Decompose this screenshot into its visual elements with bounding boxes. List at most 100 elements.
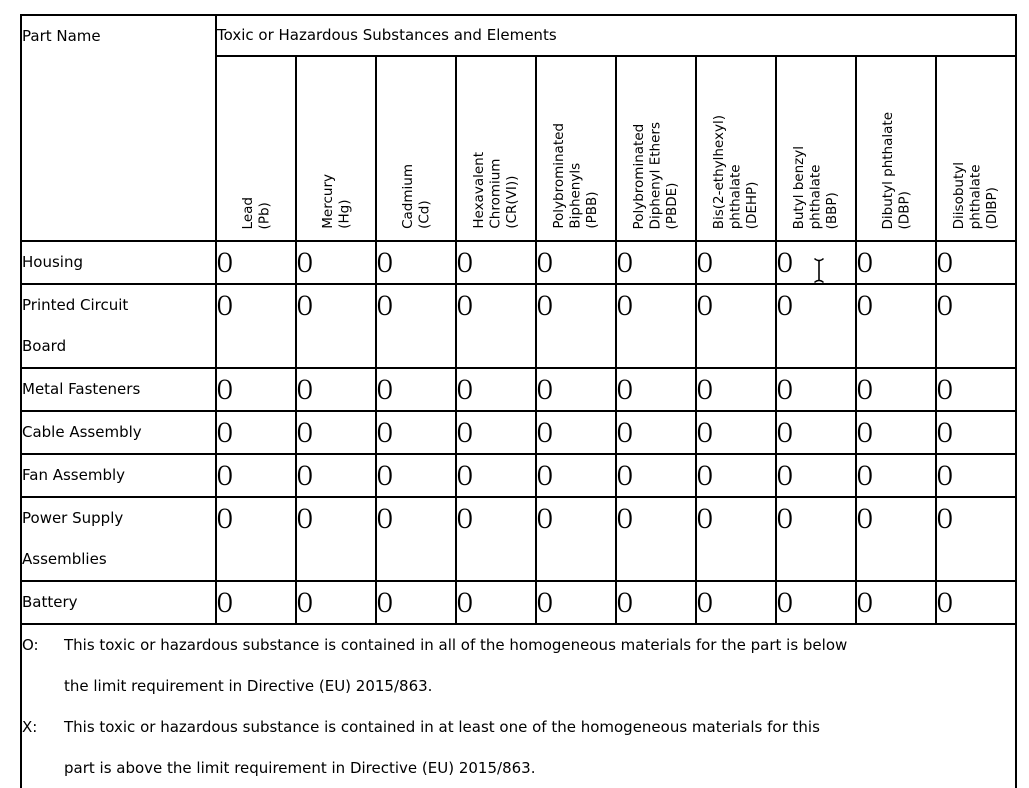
substance-value-cell: O xyxy=(935,453,1017,498)
substance-value-cell: O xyxy=(855,283,937,369)
substance-value-cell: O xyxy=(695,580,777,625)
part-name-cell: Metal Fasteners xyxy=(20,367,217,412)
table-row-battery: Battery O O O O O O O O O O xyxy=(20,580,1017,625)
substance-value-cell: O xyxy=(935,410,1017,455)
substance-value-cell: O xyxy=(535,453,617,498)
substance-value-cell: O xyxy=(295,367,377,412)
header-row-substances: Lead (Pb) Mercury (Hg) Cadmium (Cd) Hexa… xyxy=(21,55,1017,242)
substance-value-cell: O xyxy=(455,410,537,455)
substance-value-cell: O xyxy=(535,580,617,625)
substance-value-cell: O xyxy=(855,453,937,498)
column-header-cadmium: Cadmium (Cd) xyxy=(375,55,457,242)
table-row-power-supply-assemblies: Power Supply Assemblies O O O O O O O O … xyxy=(20,496,1017,582)
substance-value-cell: O xyxy=(455,453,537,498)
column-header-dbp: Dibutyl phthalate (DBP) xyxy=(855,55,937,242)
substance-value-cell: O xyxy=(455,367,537,412)
substance-value-cell: O xyxy=(855,410,937,455)
substance-value-cell: O xyxy=(215,240,297,285)
table-row-housing: Housing O O O O O O O O O O xyxy=(20,240,1017,285)
substance-value-cell: O xyxy=(935,240,1017,285)
hazardous-substances-table: Part Name Toxic or Hazardous Substances … xyxy=(20,14,1017,788)
part-name-cell: Housing xyxy=(20,240,217,285)
column-header-hexavalent-chromium: Hexavalent Chromium (CR(VI)) xyxy=(455,55,537,242)
substance-value-cell: O xyxy=(695,410,777,455)
substance-value-cell: O xyxy=(775,410,857,455)
substance-value-cell: O xyxy=(775,283,857,369)
substance-value-cell: O xyxy=(615,580,697,625)
substance-value-cell: O xyxy=(455,283,537,369)
legend-note-x: X: This toxic or hazardous substance is … xyxy=(22,707,1014,788)
column-header-dehp: Bis(2-ethylhexyl) phthalate (DEHP) xyxy=(695,55,777,242)
table-row-cable-assembly: Cable Assembly O O O O O O O O O O xyxy=(20,410,1017,455)
part-name-cell: Battery xyxy=(20,580,217,625)
part-name-cell: Fan Assembly xyxy=(20,453,217,498)
substance-value-cell: O xyxy=(615,283,697,369)
column-header-lead: Lead (Pb) xyxy=(215,55,297,242)
column-header-pbb: Polybrominated Biphenyls (PBB) xyxy=(535,55,617,242)
legend-note-o: O: This toxic or hazardous substance is … xyxy=(22,626,1014,707)
part-name-cell: Printed Circuit Board xyxy=(20,283,217,369)
substance-value-cell: O xyxy=(215,580,297,625)
substance-value-cell: O xyxy=(775,367,857,412)
substance-value-cell: O xyxy=(615,410,697,455)
substance-value-cell: O xyxy=(855,496,937,582)
substance-value-cell: O xyxy=(775,240,857,285)
substance-value-cell: O xyxy=(615,496,697,582)
substance-value-cell: O xyxy=(615,453,697,498)
part-name-cell: Power Supply Assemblies xyxy=(20,496,217,582)
substance-value-cell: O xyxy=(375,240,457,285)
substance-value-cell: O xyxy=(855,580,937,625)
substance-value-cell: O xyxy=(695,283,777,369)
substance-value-cell: O xyxy=(775,580,857,625)
column-header-bbp: Butyl benzyl phthalate (BBP) xyxy=(775,55,857,242)
substance-value-cell: O xyxy=(375,367,457,412)
substance-value-cell: O xyxy=(935,580,1017,625)
substance-value-cell: O xyxy=(695,496,777,582)
substance-value-cell: O xyxy=(615,240,697,285)
substance-value-cell: O xyxy=(615,367,697,412)
substance-value-cell: O xyxy=(695,240,777,285)
substance-value-cell: O xyxy=(215,367,297,412)
substance-value-cell: O xyxy=(855,367,937,412)
column-header-dibp: Diisobutyl phthalate (DIBP) xyxy=(935,55,1017,242)
substance-value-cell: O xyxy=(455,496,537,582)
substances-header: Toxic or Hazardous Substances and Elemen… xyxy=(215,14,1017,57)
substance-value-cell: O xyxy=(695,453,777,498)
legend-symbol-o: O: xyxy=(22,636,39,654)
substance-value-cell: O xyxy=(375,453,457,498)
legend-text-o: This toxic or hazardous substance is con… xyxy=(64,636,848,695)
part-name-cell: Cable Assembly xyxy=(20,410,217,455)
substance-value-cell: O xyxy=(535,496,617,582)
substance-value-cell: O xyxy=(775,453,857,498)
part-name-header: Part Name xyxy=(20,14,217,242)
legend-text-x: This toxic or hazardous substance is con… xyxy=(64,718,820,777)
column-header-mercury: Mercury (Hg) xyxy=(295,55,377,242)
table-row-fan-assembly: Fan Assembly O O O O O O O O O O xyxy=(20,453,1017,498)
substance-value-cell: O xyxy=(215,410,297,455)
substance-value-cell: O xyxy=(535,283,617,369)
substance-value-cell: O xyxy=(295,496,377,582)
substance-value-cell: O xyxy=(215,453,297,498)
header-row-top: Part Name Toxic or Hazardous Substances … xyxy=(20,14,1017,242)
legend-row: O: This toxic or hazardous substance is … xyxy=(20,623,1017,788)
substance-value-cell: O xyxy=(295,453,377,498)
substance-value-cell: O xyxy=(295,240,377,285)
substance-value-cell: O xyxy=(935,496,1017,582)
table-row-printed-circuit-board: Printed Circuit Board O O O O O O O O O … xyxy=(20,283,1017,369)
substance-value-cell: O xyxy=(455,580,537,625)
substance-value-cell: O xyxy=(855,240,937,285)
substance-value-cell: O xyxy=(375,283,457,369)
substance-value-cell: O xyxy=(375,580,457,625)
substance-value-cell: O xyxy=(535,410,617,455)
substance-value-cell: O xyxy=(775,496,857,582)
substance-value-cell: O xyxy=(695,367,777,412)
substance-value-cell: O xyxy=(215,283,297,369)
legend-symbol-x: X: xyxy=(22,718,38,736)
text-ibeam-cursor-icon xyxy=(813,257,825,284)
substance-value-cell: O xyxy=(295,410,377,455)
substance-value-cell: O xyxy=(535,367,617,412)
substance-value-cell: O xyxy=(295,580,377,625)
legend-cell: O: This toxic or hazardous substance is … xyxy=(20,623,1017,788)
substance-value-cell: O xyxy=(535,240,617,285)
